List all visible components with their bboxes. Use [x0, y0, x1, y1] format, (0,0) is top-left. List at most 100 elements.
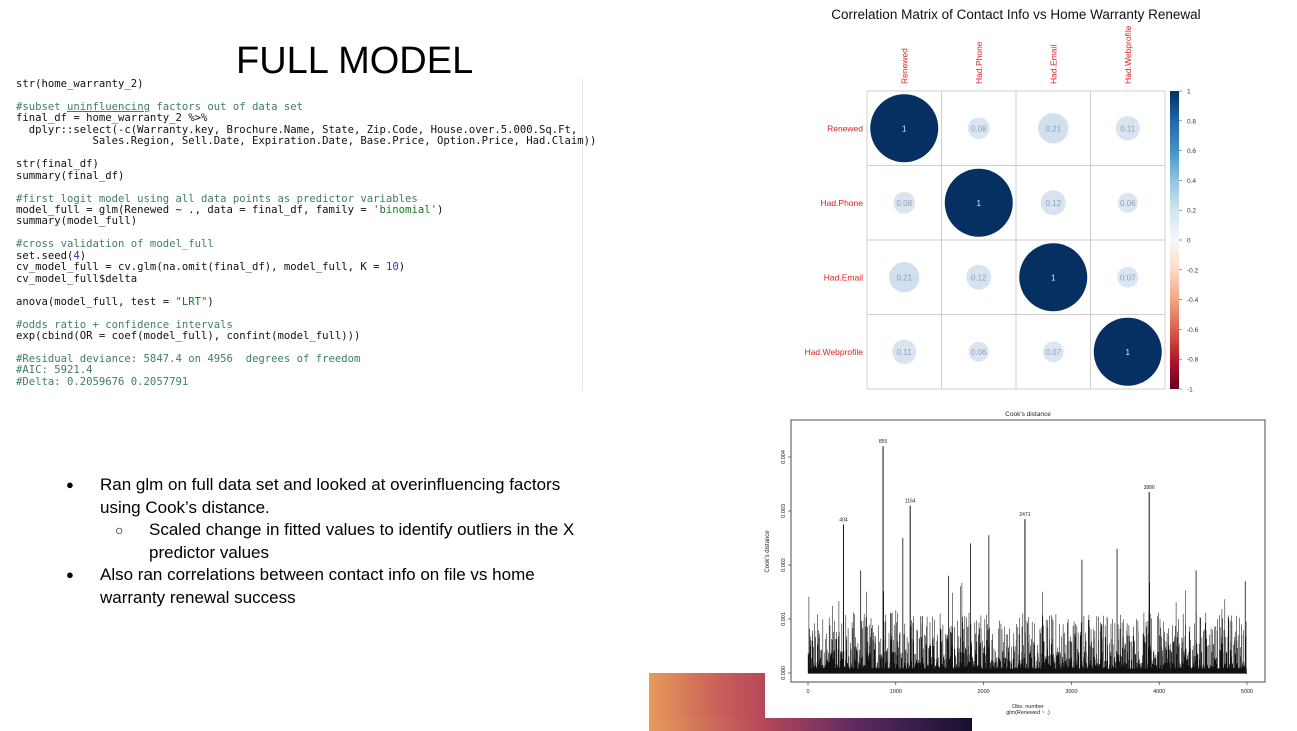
- code-line: str(home_warranty_2): [16, 78, 582, 90]
- colorbar-tick-label: -0.8: [1187, 357, 1199, 364]
- column-label: Had.Phone: [974, 41, 984, 84]
- code-line: summary(model_full): [16, 216, 582, 227]
- bullet-text: Scaled change in fitted values to identi…: [149, 520, 575, 562]
- correlation-value: 0.12: [971, 273, 987, 282]
- correlation-value: 1: [1126, 348, 1131, 357]
- column-label: Had.Email: [1048, 45, 1058, 84]
- y-tick-label: 0.000: [781, 666, 787, 680]
- correlation-value: 0.11: [1120, 124, 1136, 133]
- code-token: #Delta: 0.2059676 0.2057791: [16, 375, 189, 388]
- cooks-distance-svg: Cook's distance Cook's distance 0.000 0.001…: [765, 411, 1266, 716]
- correlation-circle: [944, 168, 1013, 237]
- correlation-value: 0.11: [897, 348, 913, 357]
- column-label: Renewed: [899, 48, 909, 84]
- code-token: #subset: [16, 100, 68, 113]
- y-tick-label: 0.002: [781, 558, 787, 572]
- code-line: Sales.Region, Sell.Date, Expiration.Date…: [16, 136, 597, 147]
- code-line: #Residual deviance: 5847.4 on 4956 degre…: [16, 352, 582, 365]
- code-token: 10: [385, 261, 399, 274]
- code-token: exp(cbind(OR = coef(model_full), confint…: [16, 329, 361, 342]
- x-tick-label: 5000: [1241, 689, 1253, 695]
- code-token: final_df = home_warranty_2 %>%: [16, 112, 208, 125]
- code-token: cv_model_full$delta: [16, 272, 138, 285]
- code-token: Sales.Region, Sell.Date, Expiration.Date…: [16, 135, 597, 148]
- correlation-value: 0.08: [971, 124, 987, 133]
- code-line: final_df = home_warranty_2 %>%: [16, 113, 582, 124]
- code-text: str(home_warranty_2) #subset uninfluenci…: [16, 78, 597, 388]
- r-code-block: str(home_warranty_2) #subset uninfluenci…: [16, 78, 597, 391]
- code-token: "LRT": [175, 295, 208, 308]
- code-line: [16, 148, 582, 159]
- colorbar-tick-label: -1: [1187, 387, 1193, 394]
- code-line: anova(model_full, test = "LRT"): [16, 295, 582, 308]
- code-token: #first logit model using all data points…: [16, 192, 418, 205]
- code-line: str(final_df): [16, 158, 582, 170]
- correlation-circle: [1042, 341, 1064, 363]
- code-token: #AIC: 5921.4: [16, 364, 93, 377]
- colorbar-tick-label: -0.4: [1187, 297, 1199, 304]
- correlation-circle: [870, 94, 939, 163]
- correlation-circle: [1019, 243, 1088, 312]
- correlation-circle: [1040, 190, 1066, 216]
- cooks-point-label: 404: [839, 518, 848, 524]
- decorative-gradient-bar: [649, 718, 972, 731]
- code-line: cv_model_full = cv.glm(na.omit(final_df)…: [16, 262, 582, 273]
- x-axis-sublabel: glm(Renewed ~ .): [1006, 710, 1050, 716]
- correlation-value: 1: [1051, 273, 1056, 282]
- cooks-point-label: 2471: [1019, 512, 1030, 518]
- colorbar-tick-label: 0: [1187, 238, 1191, 245]
- x-tick-label: 0: [806, 689, 809, 695]
- code-token: 'binomial': [373, 203, 437, 216]
- colorbar-tick-label: 0.2: [1187, 208, 1196, 215]
- correlation-value: 0.07: [1045, 348, 1061, 357]
- x-tick-label: 4000: [1153, 689, 1165, 695]
- correlation-value: 0.21: [896, 273, 912, 282]
- code-token: #cross validation of model_full: [16, 238, 214, 251]
- correlation-circle: [889, 262, 920, 293]
- code-line: #odds ratio + confidence intervals: [16, 318, 582, 331]
- y-tick-label: 0.003: [781, 504, 787, 518]
- correlation-chart-title: Correlation Matrix of Contact Info vs Ho…: [831, 7, 1200, 22]
- correlation-circle: [1117, 192, 1138, 213]
- correlation-circle: [967, 117, 990, 140]
- column-label: Had.Webprofile: [1123, 25, 1133, 84]
- code-token: cv_model_full = cv.glm(na.omit(final_df)…: [16, 261, 386, 274]
- code-token: ): [398, 261, 406, 274]
- colorbar-tick-label: -0.6: [1187, 327, 1199, 334]
- correlation-value: 0.21: [1045, 124, 1061, 133]
- code-token: ): [207, 295, 214, 308]
- x-axis-label: Obs. number: [1012, 704, 1044, 710]
- code-token: 4: [73, 249, 80, 262]
- correlation-value: 0.07: [1120, 273, 1136, 282]
- y-tick-label: 0.004: [781, 450, 787, 464]
- colorbar-tick-label: 1: [1187, 89, 1191, 96]
- code-line: cv_model_full$delta: [16, 272, 582, 285]
- code-line: exp(cbind(OR = coef(model_full), confint…: [16, 329, 582, 342]
- row-label: Renewed: [827, 123, 863, 133]
- code-token: #Residual deviance: 5847.4 on 4956 degre…: [16, 352, 361, 365]
- code-line: #first logit model using all data points…: [16, 192, 582, 205]
- bullet-item: ● Also ran correlations between contact i…: [60, 564, 580, 609]
- colorbar: [1170, 91, 1179, 389]
- y-axis-label: Cook's distance: [765, 530, 771, 573]
- code-token: uninfluencing: [67, 100, 150, 113]
- colorbar-tick-label: 0.4: [1187, 178, 1196, 185]
- bullet-text: Ran glm on full data set and looked at o…: [100, 475, 561, 517]
- x-tick-label: 2000: [977, 689, 989, 695]
- row-label: Had.Email: [824, 272, 863, 282]
- cooks-point-label: 1164: [905, 499, 916, 505]
- code-token: ): [436, 203, 444, 216]
- cooks-distance-chart: Cook's distance Cook's distance 0.000 0.001…: [755, 405, 1275, 720]
- code-line: #cross validation of model_full: [16, 239, 582, 250]
- code-token: summary(model_full): [16, 215, 138, 228]
- correlation-circle: [968, 341, 989, 362]
- correlation-circle: [892, 339, 917, 364]
- colorbar-tick-label: 0.8: [1187, 118, 1196, 125]
- x-tick-label: 1000: [890, 689, 902, 695]
- code-token: dplyr::select(-c(Warranty.key, Brochure.…: [16, 123, 578, 136]
- bullet-text: Also ran correlations between contact in…: [100, 565, 535, 607]
- code-line: summary(final_df): [16, 170, 582, 182]
- code-token: #odds ratio + confidence intervals: [16, 318, 233, 331]
- bullet-list: ● Ran glm on full data set and looked at …: [60, 474, 580, 609]
- row-label: Had.Webprofile: [805, 347, 864, 357]
